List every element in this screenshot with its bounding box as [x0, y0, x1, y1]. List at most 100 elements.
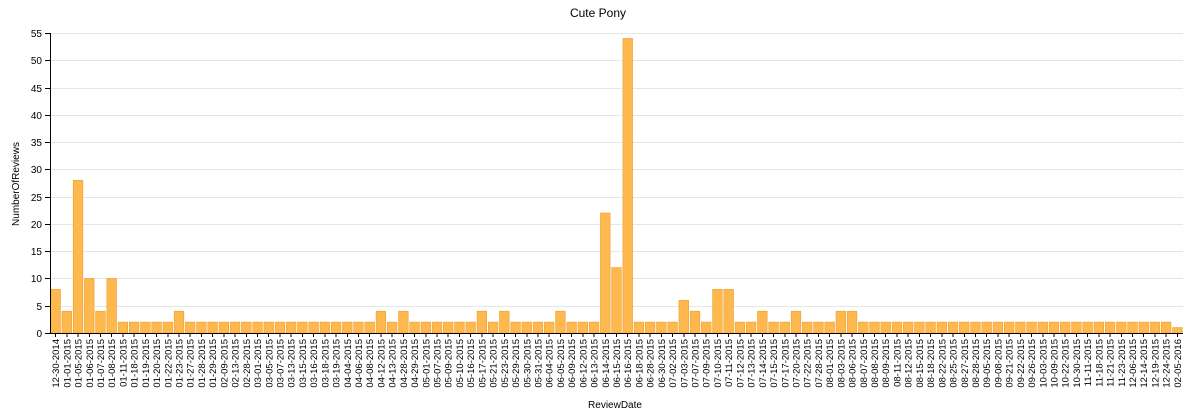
x-tick-label: 05-30-2015 [522, 339, 533, 388]
x-tick-label: 01-11-2015 [118, 339, 129, 387]
bar [656, 321, 667, 334]
y-tick-label: 35 [31, 138, 43, 149]
bar [678, 299, 689, 334]
x-tick-label: 05-01-2015 [421, 339, 432, 388]
x-tick-label: 12-24-2015 [1162, 339, 1173, 388]
x-tick-label: 08-08-2015 [870, 339, 881, 388]
x-tick-label: 08-12-2015 [904, 339, 915, 388]
bar [667, 321, 678, 334]
y-tick-label: 0 [36, 329, 42, 340]
x-tick-label: 01-06-2015 [85, 339, 96, 388]
x-tick-label: 01-01-2015 [62, 339, 73, 388]
x-tick-label: 11-21-2015 [1106, 339, 1117, 387]
bar [981, 321, 992, 334]
x-tick-label: 08-07-2015 [859, 339, 870, 388]
bar [387, 321, 398, 334]
bar [992, 321, 1004, 334]
x-tick-label: 07-09-2015 [702, 339, 713, 388]
bar [555, 310, 566, 334]
bar [263, 321, 274, 334]
x-tick-label: 03-07-2015 [275, 339, 286, 388]
bar [824, 321, 835, 334]
x-tick-label: 06-30-2015 [657, 339, 668, 388]
y-tick-label: 25 [31, 193, 43, 204]
x-tick-label: 04-28-2015 [399, 339, 410, 388]
x-tick-label: 08-22-2015 [937, 339, 948, 388]
y-tick-label: 10 [31, 274, 43, 285]
x-tick-label: 07-13-2015 [747, 339, 758, 388]
bar [633, 321, 645, 334]
bar [1138, 321, 1149, 334]
bar [846, 310, 858, 334]
bar [274, 321, 286, 334]
bar [1172, 327, 1183, 334]
x-tick-label: 03-18-2015 [320, 339, 331, 388]
bar [1161, 321, 1172, 334]
x-tick-label: 05-16-2015 [466, 339, 477, 388]
x-tick-label: 09-05-2015 [982, 339, 993, 388]
bar [1048, 321, 1060, 334]
x-tick-label: 09-26-2015 [1027, 339, 1038, 388]
x-tick-label: 07-28-2015 [814, 339, 825, 388]
bar [521, 321, 532, 334]
bar [790, 310, 802, 334]
bar [454, 321, 465, 334]
x-tick-label: 01-22-2015 [163, 339, 174, 388]
y-tick-label: 5 [36, 302, 42, 313]
x-tick-label: 02-28-2015 [242, 339, 253, 388]
bar [173, 310, 185, 334]
bar [1037, 321, 1048, 334]
bar [959, 321, 970, 334]
bar [1060, 321, 1071, 334]
bar [745, 321, 757, 334]
x-tick-label: 01-07-2015 [96, 339, 107, 388]
bar [50, 289, 61, 334]
bar [1093, 321, 1104, 334]
bar [286, 321, 297, 334]
x-tick-label: 06-18-2015 [634, 339, 645, 388]
bar [95, 310, 106, 334]
bar [734, 321, 746, 334]
bar [813, 321, 824, 334]
x-tick-label: 07-17-2015 [780, 339, 791, 388]
bar [1082, 321, 1093, 334]
y-tick-label: 50 [31, 56, 43, 67]
bar [1071, 321, 1082, 334]
x-axis-label: ReviewDate [588, 400, 642, 411]
x-tick-label: 10-03-2015 [1038, 339, 1049, 388]
bar [353, 321, 364, 334]
y-tick-label: 15 [31, 247, 43, 258]
x-tick-label: 12-19-2015 [1150, 339, 1161, 388]
bar [72, 179, 84, 334]
bar [61, 310, 72, 334]
x-tick-label: 07-15-2015 [769, 339, 780, 388]
bar [409, 321, 420, 334]
x-tick-label: 01-23-2015 [175, 339, 186, 388]
bar [218, 321, 230, 334]
x-tick-label: 06-12-2015 [578, 339, 589, 388]
bar [476, 310, 488, 334]
bar [768, 321, 779, 334]
bar [398, 310, 409, 334]
x-tick-label: 09-22-2015 [1016, 339, 1027, 388]
bar [622, 38, 633, 334]
x-tick-label: 06-13-2015 [590, 339, 601, 388]
x-tick-label: 05-10-2015 [455, 339, 466, 388]
bars [50, 38, 1183, 334]
bar [252, 321, 263, 334]
x-tick-label: 03-15-2015 [298, 339, 309, 388]
y-tick-label: 30 [31, 165, 43, 176]
x-tick-label: 07-12-2015 [735, 339, 746, 388]
bar [117, 321, 129, 334]
bar [588, 321, 600, 334]
x-tick-label: 11-11-2015 [1083, 339, 1094, 386]
bar [689, 310, 701, 334]
x-tick-label: 06-28-2015 [646, 339, 657, 388]
bar [330, 321, 342, 334]
x-tick-label: 01-28-2015 [197, 339, 208, 388]
x-tick-label: 05-07-2015 [433, 339, 444, 388]
x-tick-label: 01-05-2015 [74, 339, 85, 388]
x-tick-label: 04-29-2015 [410, 339, 421, 388]
bar [880, 321, 891, 334]
